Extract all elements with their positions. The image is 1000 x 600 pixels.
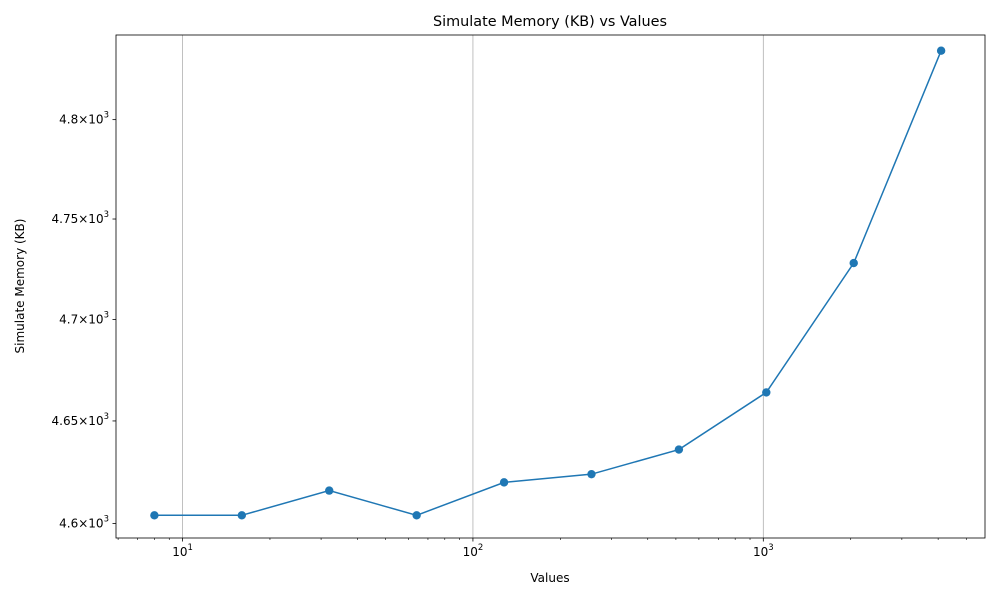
data-point [499,478,509,487]
y-tick-label: 4.8×103 [59,111,109,127]
series-line [154,50,942,517]
x-tick-label: 103 [753,543,774,559]
y-tick-label: 4.65×103 [52,412,109,428]
data-point [325,486,334,495]
tick-labels: 101 102 103 4.6×103 4.65×103 4.7×103 4.75×103 4… [52,111,774,559]
data-point [150,511,159,520]
x-tick-label: 101 [172,543,193,559]
plot-frame [115,34,986,539]
data-point [412,511,421,520]
y-tick-label: 4.75×103 [52,210,109,226]
data-point [237,511,247,520]
y-axis-label: Simulate Memory (KB) [13,219,27,354]
data-point [587,469,596,479]
y-tick-label: 4.7×103 [59,310,109,326]
data-point [849,258,858,268]
x-tick-label: 102 [463,543,484,559]
major-ticks [112,119,764,542]
data-point [674,445,684,454]
y-tick-label: 4.6×103 [59,515,109,531]
data-point [762,388,771,397]
data-point [936,46,946,55]
chart-title: Simulate Memory (KB) vs Values [433,14,667,30]
x-axis-label: Values [530,571,569,585]
grid-lines [182,35,764,538]
series-group [150,46,946,520]
